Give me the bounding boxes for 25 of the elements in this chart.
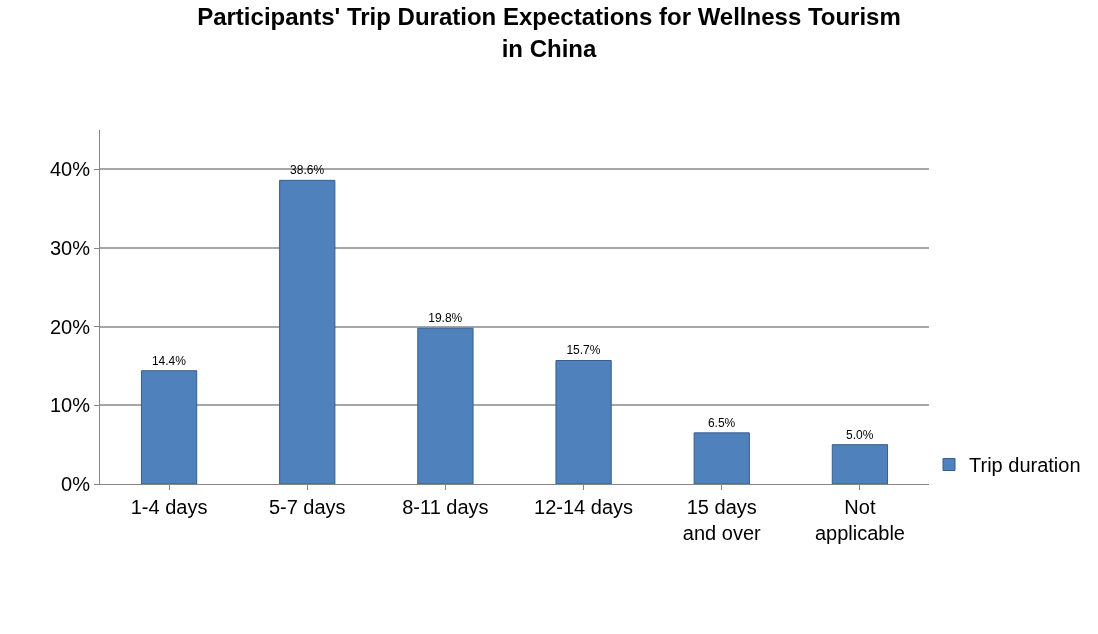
chart-title: Participants' Trip Duration Expectations for Wellness Tourism in China [197, 3, 901, 62]
y-tick-label: 20% [49, 315, 91, 338]
x-tick-label: 15 days and over [682, 496, 761, 544]
bar [417, 327, 474, 484]
data-label: 19.8% [428, 311, 463, 326]
bar [555, 359, 612, 484]
x-tick-label: 5-7 days [268, 496, 346, 518]
data-label: 5.0% [846, 427, 874, 442]
y-tick-label: 30% [49, 237, 91, 259]
legend-label: Trip duration [969, 454, 1081, 477]
data-label: 6.5% [707, 415, 736, 430]
bar [693, 432, 750, 484]
data-label: 14.4% [151, 353, 187, 368]
x-tick-label: Not applicable [814, 496, 905, 544]
data-label: 38.6% [290, 163, 325, 178]
x-tick-label: 12-14 days [534, 496, 634, 518]
data-label: 15.7% [566, 343, 601, 358]
x-tick-label: 8-11 days [402, 496, 489, 518]
y-tick-label: 40% [49, 158, 91, 181]
bar [279, 179, 336, 484]
bar [140, 370, 198, 484]
bar [831, 444, 889, 484]
x-tick-label: 1-4 days [130, 496, 208, 518]
y-tick-label: 10% [49, 394, 91, 417]
y-tick-label: 0% [61, 473, 91, 495]
